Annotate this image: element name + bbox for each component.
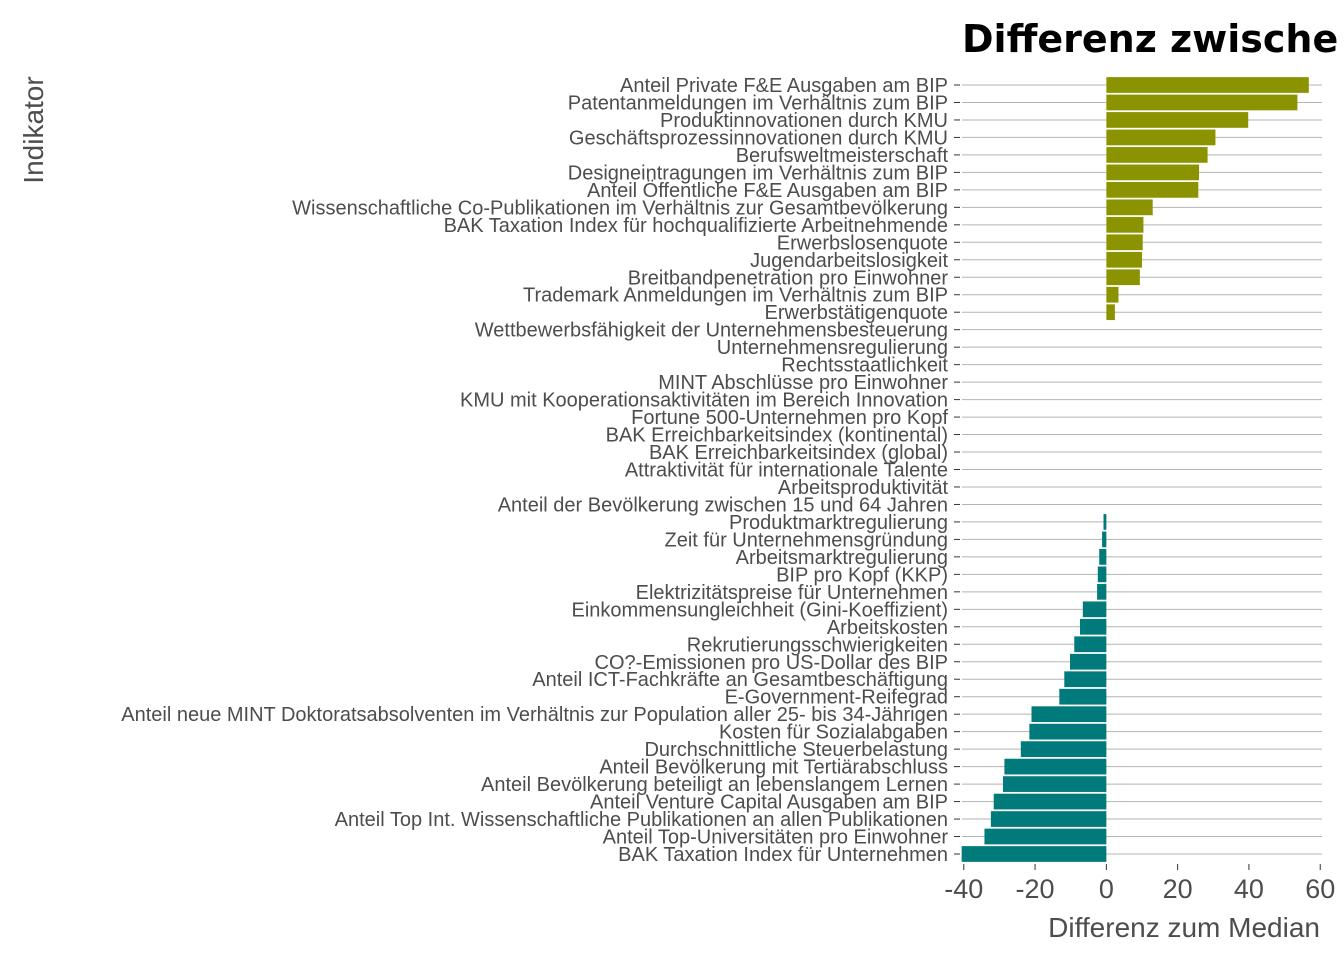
category-label: E-Government-Reifegrad <box>725 687 948 709</box>
gridlines <box>962 84 1322 855</box>
category-label: Anteil Private F&E Ausgaben am BIP <box>620 75 948 97</box>
category-label: Anteil Top-Universitäten pro Einwohner <box>603 827 949 849</box>
bar <box>1082 601 1107 618</box>
category-label: Breitbandpenetration pro Einwohner <box>628 267 949 289</box>
category-label: Trademark Anmeldungen im Verhältnis zum … <box>523 285 948 307</box>
bar <box>1106 269 1140 286</box>
category-label: Anteil der Bevölkerung zwischen 15 und 6… <box>498 494 948 516</box>
category-label: Rekrutierungsschwierigkeiten <box>687 634 948 656</box>
bar <box>1106 304 1115 321</box>
bar <box>1106 216 1144 233</box>
category-label: Attraktivität für internationale Talente <box>625 460 948 482</box>
category-label: Anteil Top Int. Wissenschaftliche Publik… <box>335 809 948 831</box>
x-axis-title: Differenz zum Median <box>1048 912 1320 943</box>
category-label: BAK Erreichbarkeitsindex (kontinental) <box>606 425 948 447</box>
bar <box>1106 234 1143 251</box>
category-label: BAK Erreichbarkeitsindex (global) <box>649 442 948 464</box>
bar <box>1097 583 1107 600</box>
category-label: Rechtsstaatlichkeit <box>781 355 948 377</box>
category-label: BAK Taxation Index für Unternehmen <box>618 844 948 866</box>
x-tick-label: -40 <box>944 874 983 904</box>
bar <box>1106 164 1200 181</box>
category-label: Berufsweltmeisterschaft <box>736 145 949 167</box>
category-label: Anteil Venture Capital Ausgaben am BIP <box>590 792 948 814</box>
category-label: Produktinnovationen durch KMU <box>660 110 948 132</box>
bar <box>1059 688 1107 705</box>
chart-title: Differenz zwische <box>962 17 1338 61</box>
y-axis-title: Indikator <box>18 76 49 183</box>
bar <box>1106 199 1153 216</box>
bar <box>993 793 1107 810</box>
bar <box>1031 706 1107 723</box>
category-label: Einkommensungleichheit (Gini-Koeffizient… <box>572 599 948 621</box>
bar <box>1106 94 1298 111</box>
bar <box>1102 531 1107 548</box>
bar <box>1106 286 1119 303</box>
x-tick-label: 40 <box>1234 874 1264 904</box>
category-label: BAK Taxation Index für hochqualifizierte… <box>444 215 948 237</box>
bar <box>1106 112 1249 128</box>
bar <box>1106 129 1216 146</box>
x-axis: -40 -20 0 20 40 60 <box>944 864 1335 904</box>
category-label: Wissenschaftliche Co-Publikationen im Ve… <box>292 197 948 219</box>
bar <box>1074 636 1107 653</box>
bar <box>1064 671 1107 688</box>
category-label: Wettbewerbsfähigkeit der Unternehmensbes… <box>475 320 948 342</box>
bar <box>1002 776 1107 792</box>
bar <box>1106 181 1199 198</box>
category-label: Produktmarktregulierung <box>729 512 948 534</box>
category-label: Geschäftsprozessinnovationen durch KMU <box>569 127 948 149</box>
category-label: Arbeitsproduktivität <box>778 477 949 499</box>
bar <box>1106 77 1309 93</box>
category-label: Erwerbslosenquote <box>777 232 948 254</box>
x-tick-label: -20 <box>1016 874 1055 904</box>
category-label: Fortune 500-Unternehmen pro Kopf <box>631 407 948 429</box>
bar <box>961 846 1107 862</box>
bar <box>1106 147 1208 163</box>
category-label: Durchschnittliche Steuerbelastung <box>644 739 948 761</box>
bar <box>1099 549 1107 565</box>
category-labels: Anteil Private F&E Ausgaben am BIPPatent… <box>121 75 960 866</box>
category-label: Anteil Bevölkerung beteiligt an lebensla… <box>481 774 948 796</box>
category-label: Arbeitskosten <box>827 617 948 639</box>
bar <box>990 811 1107 827</box>
category-label: CO?-Emissionen pro US-Dollar des BIP <box>595 652 948 674</box>
category-label: Anteil neue MINT Doktoratsabsolventen im… <box>121 704 948 726</box>
x-tick-label: 0 <box>1099 874 1114 904</box>
x-tick-label: 60 <box>1305 874 1335 904</box>
bar <box>1070 653 1107 670</box>
category-label: Patentanmeldungen im Verhältnis zum BIP <box>568 92 948 114</box>
bar <box>1079 618 1107 635</box>
category-label: Anteil ICT-Fachkräfte an Gesamtbeschäfti… <box>532 669 948 691</box>
category-label: Zeit für Unternehmensgründung <box>665 529 949 551</box>
bar <box>1097 566 1107 583</box>
bar <box>1029 723 1107 740</box>
category-label: Anteil Öffentliche F&E Ausgaben am BIP <box>587 180 948 202</box>
category-label: Elektrizitätspreise für Unternehmen <box>636 582 948 604</box>
category-label: BIP pro Kopf (KKP) <box>776 564 948 586</box>
category-label: Kosten für Sozialabgaben <box>719 722 948 744</box>
category-label: Designeintragungen im Verhältnis zum BIP <box>568 162 948 184</box>
category-label: Erwerbstätigenquote <box>765 302 948 324</box>
bar <box>1004 758 1107 775</box>
x-tick-label: 20 <box>1163 874 1193 904</box>
category-label: MINT Abschlüsse pro Einwohner <box>658 372 948 394</box>
category-label: Unternehmensregulierung <box>717 337 948 359</box>
bar <box>984 828 1107 845</box>
bar <box>1103 514 1107 530</box>
bars <box>961 77 1309 862</box>
category-label: KMU mit Kooperationsaktivitäten im Berei… <box>460 390 948 412</box>
category-label: Arbeitsmarktregulierung <box>736 547 948 569</box>
bar <box>1020 741 1107 758</box>
bar <box>1106 251 1142 268</box>
category-label: Anteil Bevölkerung mit Tertiärabschluss <box>599 757 948 779</box>
category-label: Jugendarbeitslosigkeit <box>750 250 948 272</box>
